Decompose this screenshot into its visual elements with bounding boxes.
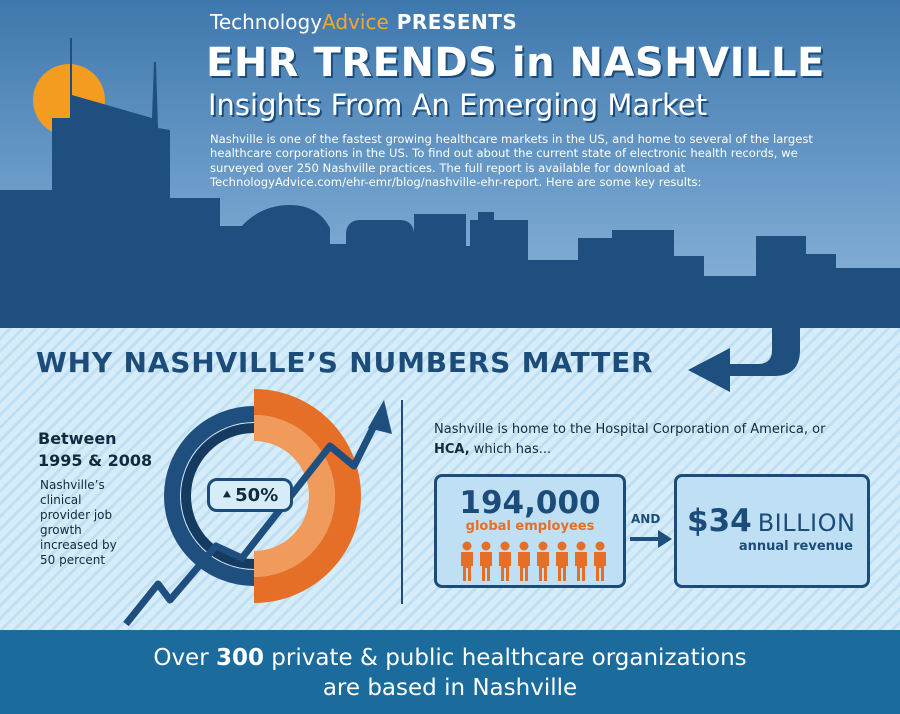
person-icon: [480, 541, 492, 581]
person-icon: [575, 541, 587, 581]
and-label: AND: [631, 512, 661, 526]
trend-arrow-icon: [368, 400, 392, 434]
section-divider: [401, 400, 403, 604]
footer-line1: Over 300 private & public healthcare org…: [0, 643, 900, 673]
double-chevron-up-icon: ⯅: [221, 487, 233, 503]
brand-technology: Technology: [210, 10, 323, 34]
growth-period-line1: Between: [38, 429, 117, 448]
footer-prefix: Over: [153, 645, 216, 671]
employees-label: global employees: [465, 519, 595, 534]
hca-intro-suffix: which has...: [469, 442, 552, 457]
revenue-unit: BILLION: [757, 509, 856, 537]
growth-percent-badge: ⯅ 50%: [207, 478, 293, 512]
presents-label: PRESENTS: [396, 10, 518, 34]
middle-section: WHY NASHVILLE’S NUMBERS MATTER Between 1…: [0, 328, 900, 630]
footer-line2: are based in Nashville: [322, 675, 578, 701]
footer-line1-suffix: private & public healthcare organization…: [264, 645, 747, 671]
bent-arrow-icon: [688, 328, 800, 392]
people-icons: [461, 541, 606, 581]
growth-period: Between 1995 & 2008: [38, 428, 152, 472]
footer-number: 300: [215, 645, 264, 671]
brand-advice: Advice: [322, 10, 389, 34]
section-heading: WHY NASHVILLE’S NUMBERS MATTER: [36, 346, 654, 379]
donut-ring-left: [164, 406, 255, 586]
growth-description: Nashville’s clinical provider job growth…: [40, 478, 117, 567]
growth-percent-value: 50%: [235, 484, 279, 506]
revenue-label: annual revenue: [738, 539, 853, 554]
page-subtitle: Insights From An Emerging Market: [208, 88, 708, 122]
hca-intro: Nashville is home to the Hospital Corpor…: [434, 420, 864, 460]
intro-paragraph: Nashville is one of the fastest growing …: [210, 132, 813, 190]
revenue-box: $34 BILLION annual revenue: [674, 474, 870, 588]
person-icon: [537, 541, 549, 581]
growth-period-line2: 1995 & 2008: [38, 451, 153, 470]
hca-intro-prefix: Nashville is home to the Hospital Corpor…: [434, 422, 826, 437]
person-icon: [556, 541, 568, 581]
donut-progress-inner: [253, 415, 335, 577]
person-icon: [499, 541, 511, 581]
brand-line: TechnologyAdvice PRESENTS: [210, 10, 517, 34]
donut-progress-outer: [253, 389, 361, 603]
person-icon: [461, 541, 473, 581]
footer-banner: Over 300 private & public healthcare org…: [0, 630, 900, 714]
donut-ring-left-inner: [181, 423, 255, 569]
trend-arrow-line: [123, 416, 382, 627]
revenue-value: $34: [687, 503, 752, 539]
employees-value: 194,000: [459, 485, 601, 521]
employees-box: 194,000 global employees: [434, 474, 626, 588]
right-arrow-icon: [630, 530, 672, 548]
hca-intro-bold: HCA,: [434, 442, 470, 457]
person-icon: [518, 541, 530, 581]
person-icon: [594, 541, 606, 581]
skyline-graphic: [0, 38, 900, 330]
growth-donut-chart: [123, 389, 392, 627]
revenue-line: $34 BILLION: [687, 503, 855, 539]
page-title: EHR TRENDS in NASHVILLE: [206, 40, 825, 86]
